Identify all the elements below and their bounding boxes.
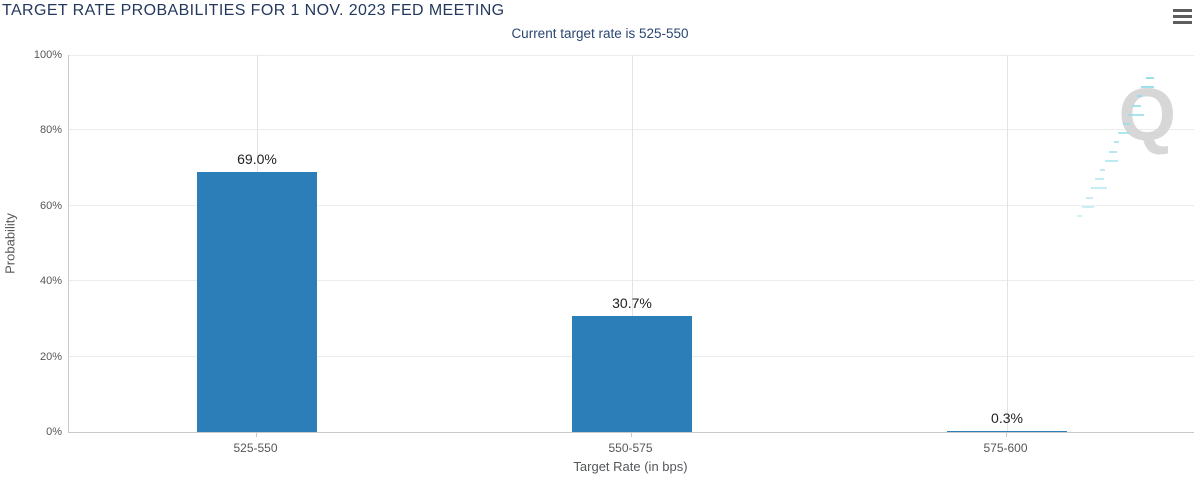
- watermark-streak-dash: [1141, 86, 1155, 89]
- bar-value-label: 30.7%: [612, 295, 652, 311]
- x-category-label: 575-600: [983, 441, 1028, 455]
- hamburger-icon: [1173, 20, 1192, 25]
- x-axis-title: Target Rate (in bps): [573, 459, 688, 474]
- y-gridline: [69, 55, 1194, 56]
- page-title: TARGET RATE PROBABILITIES FOR 1 NOV. 202…: [2, 2, 505, 19]
- watermark-streak-dash: [1077, 215, 1082, 217]
- y-tick-label: 20%: [39, 350, 62, 363]
- y-tick-label: 100%: [33, 49, 62, 61]
- y-gridline: [69, 280, 1194, 282]
- y-tick-label: 80%: [39, 124, 62, 137]
- y-gridline: [69, 204, 1194, 206]
- watermark-streak-dash: [1146, 77, 1154, 79]
- y-gridline: [69, 129, 1194, 131]
- bar-value-label: 69.0%: [237, 151, 277, 167]
- watermark-q-letter: Q: [1118, 73, 1176, 156]
- plot-area: 69.0% 30.7% 0.3% Q: [68, 55, 1194, 433]
- chart-subtitle: Current target rate is 525-550: [511, 26, 689, 41]
- probability-bar[interactable]: [197, 172, 317, 432]
- watermark-streak-dash: [1109, 150, 1118, 153]
- x-category-label: 550-575: [608, 441, 653, 455]
- x-tick-mark: [631, 433, 632, 437]
- watermark-streak-dash: [1086, 196, 1094, 199]
- x-tick-mark: [256, 433, 257, 437]
- watermark-streak-dash: [1095, 178, 1105, 181]
- menu-button[interactable]: [1173, 9, 1193, 27]
- hamburger-icon: [1173, 14, 1192, 19]
- x-category-label: 525-550: [233, 441, 278, 455]
- x-tick-mark: [1006, 433, 1007, 437]
- watermark-streak-dash: [1127, 113, 1144, 116]
- watermark-streak-dash: [1104, 159, 1118, 162]
- watermark-streak-dash: [1090, 187, 1107, 190]
- watermark-streak-dash: [1132, 104, 1142, 107]
- x-gridline: [632, 55, 633, 432]
- watermark-streak-dash: [1136, 95, 1142, 98]
- y-axis-title: Probability: [2, 213, 18, 274]
- watermark-streak-dash: [1081, 205, 1094, 208]
- watermark-streak-dash: [1100, 169, 1105, 171]
- x-gridline: [1007, 55, 1008, 432]
- probability-bar[interactable]: [572, 316, 692, 432]
- bar-value-label: 0.3%: [991, 410, 1023, 426]
- hamburger-icon: [1173, 9, 1192, 13]
- y-tick-label: 40%: [39, 275, 62, 288]
- watermark-streak-dash: [1123, 123, 1130, 125]
- y-tick-label: 0%: [46, 426, 62, 438]
- watermark-streak-dash: [1118, 132, 1131, 135]
- watermark-streak-dash: [1113, 141, 1119, 144]
- probability-bar[interactable]: [947, 431, 1067, 432]
- y-tick-label: 60%: [39, 199, 62, 212]
